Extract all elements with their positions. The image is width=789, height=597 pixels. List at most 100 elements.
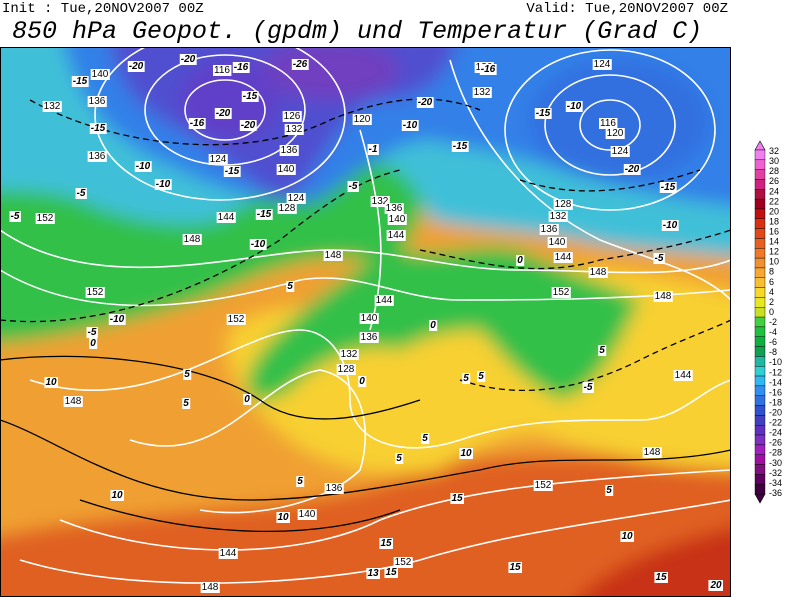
temperature-label: 5: [478, 371, 484, 382]
colorbar-swatch: [754, 483, 766, 495]
geopotential-label: 140: [299, 509, 316, 520]
temperature-label: -16: [234, 62, 249, 73]
temperature-label: -10: [156, 179, 171, 190]
geopotential-label: 144: [376, 295, 393, 306]
temperature-label-bg: [367, 144, 379, 155]
geopotential-label: 148: [655, 291, 672, 302]
geopotential-label: 140: [549, 237, 566, 248]
colorbar-swatch: [754, 336, 766, 347]
temperature-label-bg: [249, 239, 267, 250]
colorbar-label: 2: [769, 297, 774, 307]
temperature-label-bg: [708, 580, 723, 591]
colorbar-swatch: [754, 179, 766, 190]
temperature-label: 20: [709, 580, 722, 591]
colorbar-swatch: [754, 425, 766, 436]
geopotential-label-bg: [374, 295, 394, 306]
geopotential-label: 152: [553, 287, 570, 298]
temperature-label: -15: [73, 76, 88, 87]
colorbar-label: 14: [769, 237, 779, 247]
colorbar-swatch: [754, 395, 766, 406]
colorbar-swatch: [754, 267, 766, 278]
geopotential-label-bg: [352, 114, 372, 125]
temperature-label: -20: [418, 97, 433, 108]
temperature-label-bg: [241, 91, 259, 102]
geopotential-label-bg: [286, 193, 306, 204]
geopotential-label-bg: [282, 111, 302, 122]
geopotential-label-bg: [547, 237, 567, 248]
temperature-label-bg: [477, 371, 486, 382]
colorbar-swatch: [754, 356, 766, 367]
temperature-label: 5: [599, 345, 605, 356]
geopotential-label: 136: [281, 145, 298, 156]
colorbar-swatch: [754, 149, 766, 161]
temperature-label: -15: [453, 141, 468, 152]
colorbar-swatch: [754, 307, 766, 318]
temperature-label-bg: [416, 97, 434, 108]
colorbar-swatch: [754, 218, 766, 229]
temperature-label-bg: [291, 59, 309, 70]
temperature-label: 15: [655, 572, 667, 583]
colorbar-swatch: [754, 326, 766, 337]
temperature-label-bg: [214, 108, 232, 119]
temperature-label-bg: [75, 188, 87, 199]
temperature-label: 5: [183, 398, 189, 409]
geopotential-label: 132: [286, 124, 303, 135]
temperature-label-bg: [620, 531, 634, 542]
temperature-label: 5: [463, 373, 469, 384]
geopotential-label: 124: [612, 146, 629, 157]
colorbar-label: -18: [769, 397, 782, 407]
geopotential-label: 152: [87, 287, 104, 298]
temperature-label-bg: [451, 141, 469, 152]
temperature-label: 13: [367, 568, 379, 579]
geopotential-label-bg: [384, 203, 404, 214]
geopotential-label-bg: [323, 250, 343, 261]
temperature-label-bg: [232, 62, 250, 73]
colorbar-swatch: [754, 415, 766, 426]
geopotential-label-bg: [386, 230, 406, 241]
geopotential-label-bg: [226, 314, 246, 325]
geopotential-label-bg: [548, 211, 568, 222]
temperature-label: 5: [606, 485, 612, 496]
geopotential-label: 140: [361, 313, 378, 324]
geopotential-label: 144: [555, 252, 572, 263]
colorbar-label: -4: [769, 327, 777, 337]
temperature-label-bg: [154, 179, 172, 190]
colorbar-label: 18: [769, 216, 779, 226]
temperature-label-bg: [384, 567, 398, 578]
colorbar-label: 12: [769, 247, 779, 257]
geopotential-label-bg: [387, 214, 407, 225]
colorbar-swatch: [754, 405, 766, 416]
colorbar-label: 10: [769, 257, 779, 267]
colorbar-swatch: [754, 169, 766, 180]
colorbar-swatch: [754, 277, 766, 288]
temperature-label-bg: [379, 538, 393, 549]
colorbar-swatch: [754, 474, 766, 485]
temperature-label-bg: [182, 398, 191, 409]
temperature-label-bg: [9, 211, 21, 222]
temperature-label: -20: [129, 61, 144, 72]
geopotential-label-bg: [279, 145, 299, 156]
temperature-label: 5: [297, 476, 303, 487]
temperature-label: -20: [216, 108, 231, 119]
temperature-label-bg: [654, 572, 668, 583]
colorbar-swatch: [754, 228, 766, 239]
temperature-label: -5: [584, 382, 593, 393]
temperature-label: 0: [359, 376, 365, 387]
geopotential-label-bg: [216, 212, 236, 223]
isotherms: [0, 98, 731, 533]
geopotential-label-bg: [182, 234, 202, 245]
temperature-label-bg: [653, 253, 665, 264]
geopotential-label-bg: [213, 65, 232, 76]
temperature-label-bg: [108, 314, 126, 325]
geopotential-label: 124: [288, 193, 305, 204]
geopotential-label-bg: [42, 101, 62, 112]
geopotential-label: 120: [354, 114, 371, 125]
temperature-label: -5: [77, 188, 86, 199]
colorbar-label: -26: [769, 438, 782, 448]
temperature-label: -15: [661, 182, 676, 193]
temperature-label: -16: [190, 118, 205, 129]
colorbar-arrow-top: [754, 140, 766, 151]
temperature-label: 5: [422, 433, 428, 444]
temperature-label: -5: [88, 327, 97, 338]
temperature-label-bg: [89, 338, 98, 349]
